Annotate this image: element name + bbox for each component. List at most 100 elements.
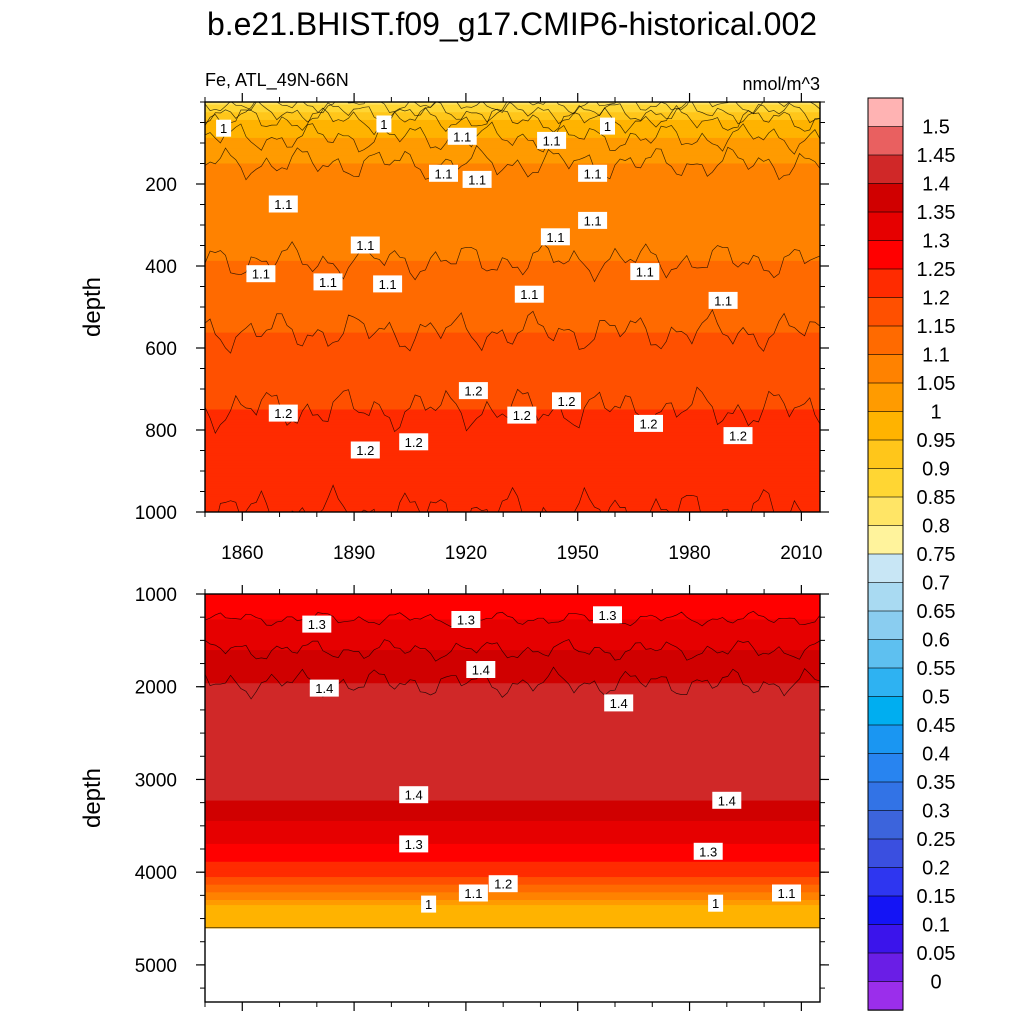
contour-label: 1.1	[772, 884, 801, 902]
contour-label-box	[429, 164, 458, 182]
contour-label-box	[507, 406, 537, 424]
field-band	[205, 353, 820, 357]
colorbar-label: 0.1	[922, 915, 950, 937]
contour-label: 1	[708, 894, 724, 912]
contour-line	[205, 102, 820, 115]
contour-label: 1.2	[634, 414, 663, 432]
contour-label: 1.1	[447, 127, 477, 145]
field-band	[205, 358, 820, 362]
field-band	[205, 471, 820, 475]
colorbar-swatch	[867, 240, 904, 270]
field-band	[205, 283, 820, 288]
colorbar-label: 0.25	[917, 829, 956, 851]
contour-label-text: 1.1	[468, 172, 486, 187]
contour-label: 1.1	[578, 211, 608, 229]
field-band	[205, 194, 820, 198]
bottom-y-axis-label: depth	[79, 768, 106, 828]
field-band	[205, 647, 820, 651]
field-band	[205, 304, 820, 308]
colorbar-swatch	[867, 924, 904, 954]
contour-label-box	[488, 875, 518, 893]
top-x-ticks: 1860 1890 1920 1950 1980 2010	[204, 93, 823, 564]
contour-label-text: 1.4	[610, 696, 628, 711]
contour-label-box	[723, 427, 753, 445]
field-band	[205, 902, 820, 906]
field-band	[205, 864, 820, 868]
y-tick-label: 1000	[135, 503, 177, 524]
field-band	[205, 739, 820, 743]
colorbar-label: 0.4	[922, 744, 950, 766]
bottom-contour-labels: 1.3 1.3 1.3 1.4 1.4 1.4 1.4 1.4 1.3 1.3 1.2 1.1 1.1 1…	[302, 606, 801, 913]
field-band	[205, 861, 820, 865]
field-band	[205, 627, 820, 631]
colorbar-swatch	[867, 183, 904, 213]
contour-label-box	[268, 195, 298, 213]
field-band	[205, 450, 820, 454]
field-band	[205, 787, 820, 791]
field-band	[205, 790, 820, 794]
field-band	[205, 703, 820, 707]
colorbar-label: 0.3	[922, 801, 950, 823]
field-band	[205, 856, 820, 860]
field-band	[205, 189, 820, 193]
colorbar-label: 1	[930, 402, 941, 424]
contour-label: 1.1	[537, 131, 567, 149]
field-band	[205, 481, 820, 485]
field-band	[205, 453, 820, 457]
field-band	[205, 430, 820, 434]
field-band	[205, 624, 820, 628]
field-band	[205, 922, 820, 927]
colorbar-label: 0.35	[917, 772, 956, 794]
contour-label: 1.1	[313, 273, 343, 291]
contour-line	[205, 121, 820, 155]
contour-label-text: 1.2	[405, 435, 423, 450]
contour-label-text: 1.2	[513, 408, 531, 423]
colorbar-label: 0.2	[922, 858, 950, 880]
field-band	[205, 851, 820, 855]
bottom-plot-frame	[204, 593, 821, 1003]
contour-label-text: 1.4	[472, 663, 490, 678]
field-band	[205, 130, 820, 134]
field-band	[205, 859, 820, 863]
contour-label-box	[514, 285, 544, 303]
field-band	[205, 278, 820, 282]
contour-label-text: 1.1	[453, 129, 471, 144]
contour-label: 1	[600, 117, 615, 135]
page-title: b.e21.BHIST.f09_g17.CMIP6-historical.002	[206, 6, 818, 42]
field-band	[205, 634, 820, 638]
field-band	[205, 828, 820, 832]
y-tick-label: 800	[145, 421, 177, 442]
field-band	[205, 317, 820, 321]
field-band	[205, 168, 820, 172]
contour-label-text: 1.1	[584, 213, 602, 228]
field-band	[205, 222, 820, 226]
field-band	[205, 268, 820, 272]
field-band	[205, 240, 820, 244]
field-band	[205, 171, 820, 175]
field-band	[205, 276, 820, 280]
bottom-x-ticks	[204, 585, 802, 1011]
field-band	[205, 199, 820, 203]
field-band	[205, 660, 820, 664]
field-band	[205, 701, 820, 705]
top-subtitle-left: Fe, ATL_49N-66N	[205, 70, 349, 91]
field-band	[205, 389, 820, 393]
colorbar-swatch	[867, 553, 904, 584]
bottom-panel: 1.3 1.3 1.31.41.41.41.4 1.41.3 1.31.21.1 1.11…	[79, 585, 829, 1011]
field-band	[205, 335, 820, 339]
colorbar-swatch	[867, 952, 904, 983]
contour-label-box	[772, 884, 801, 902]
field-band	[205, 871, 820, 876]
contour-label-text: 1.1	[319, 275, 337, 290]
field-band	[205, 915, 820, 919]
colorbar-label: 1.15	[917, 316, 956, 338]
contour-label: 1.4	[466, 661, 496, 678]
field-band	[205, 777, 820, 781]
contour-label-box	[537, 131, 567, 149]
field-band	[205, 910, 820, 914]
contour-line	[205, 386, 820, 435]
contour-label-box	[708, 291, 738, 309]
contour-label-text: 1.4	[405, 788, 423, 803]
field-band	[205, 619, 820, 623]
